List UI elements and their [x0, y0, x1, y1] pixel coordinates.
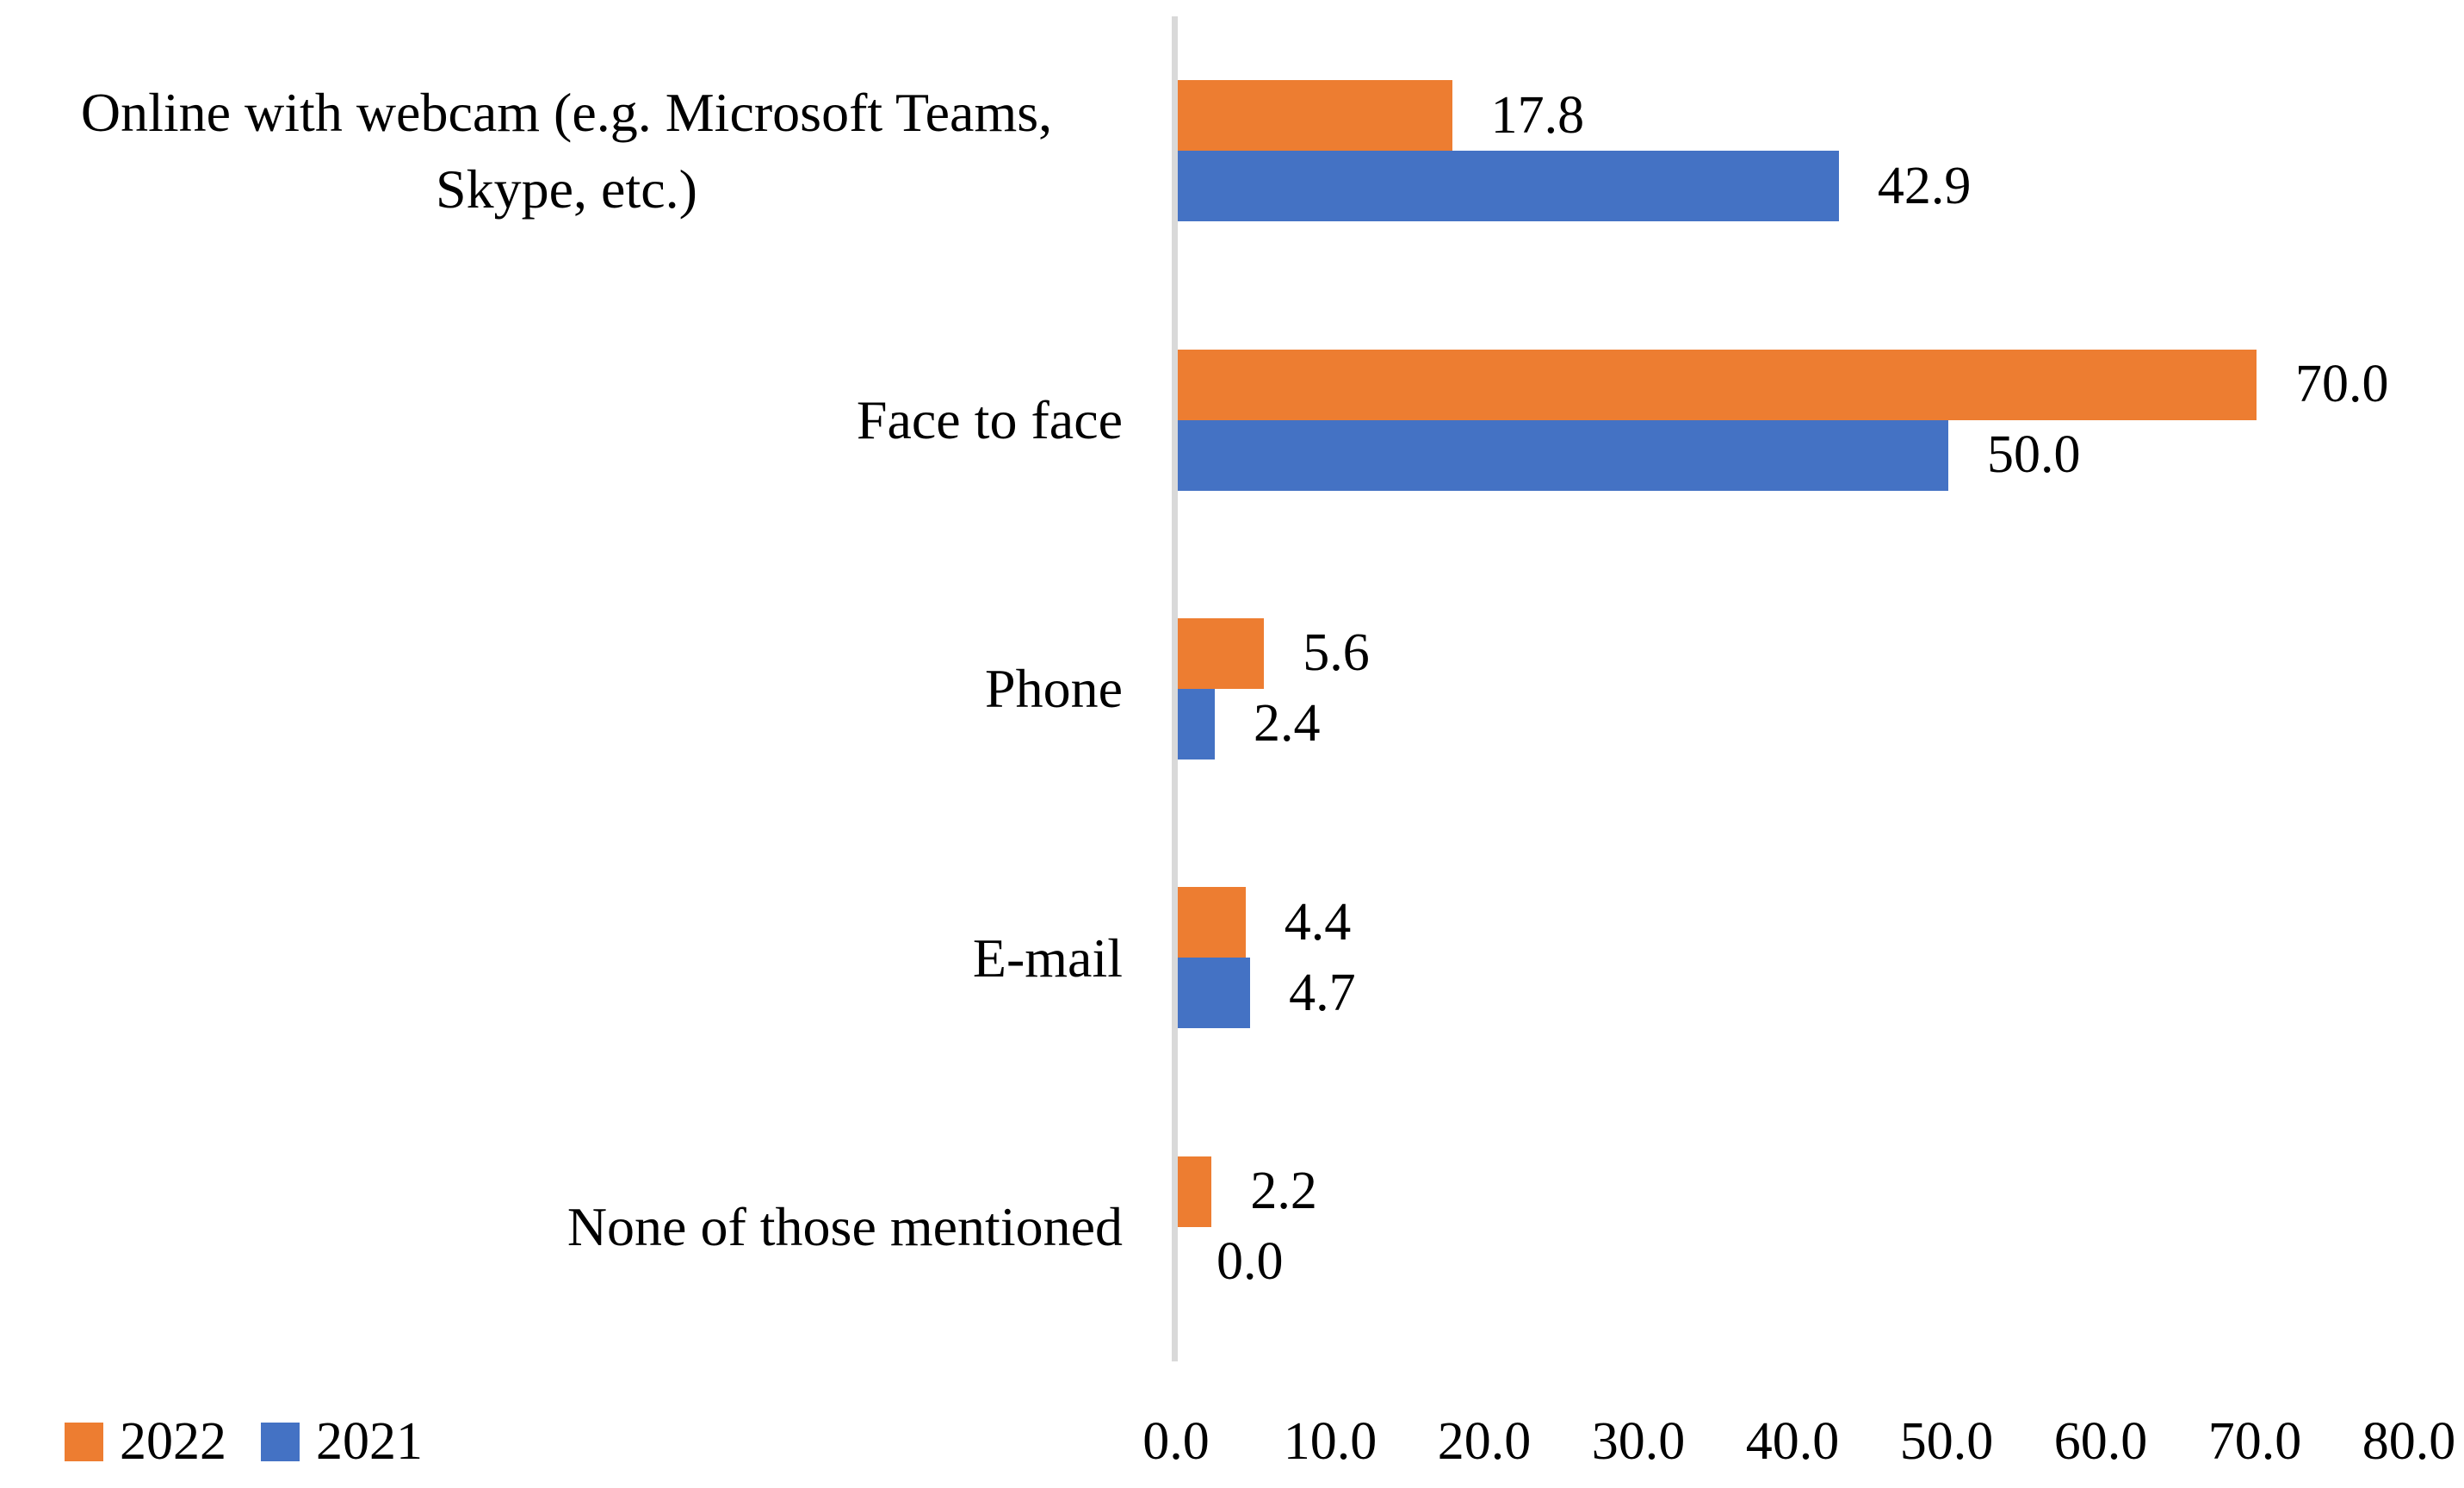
x-tick-label: 60.0: [2053, 1412, 2148, 1471]
bar-2022: [1178, 1156, 1212, 1227]
bar-2022: [1178, 617, 1265, 689]
bar-2022: [1178, 80, 1452, 152]
category-label-text: None of those mentioned: [566, 1195, 1123, 1257]
value-label-2022: 17.8: [1490, 85, 1585, 145]
bar-2021: [1178, 419, 1948, 491]
category-label: Face to face: [0, 285, 1123, 554]
category-label-text: Face to face: [856, 388, 1123, 450]
value-label-2022: 5.6: [1303, 623, 1370, 683]
category-row: Online with webcam (e.g. Microsoft Teams…: [0, 16, 2464, 285]
value-label-2021: 50.0: [1987, 425, 2081, 485]
legend-label: 2021: [316, 1411, 423, 1471]
legend-swatch-icon: [65, 1422, 103, 1461]
legend-item-2021: 2021: [261, 1411, 423, 1472]
x-tick-label: 20.0: [1437, 1412, 1532, 1471]
bar-2021: [1178, 688, 1215, 760]
value-label-2022: 70.0: [2295, 355, 2389, 414]
value-label-2021: 4.7: [1289, 963, 1356, 1022]
x-tick-label: 0.0: [1142, 1412, 1210, 1471]
x-tick-label: 50.0: [1899, 1412, 1994, 1471]
category-row: Phone 5.6 2.4: [0, 555, 2464, 823]
category-label: E-mail: [0, 823, 1123, 1092]
y-axis-line: [1172, 16, 1178, 1361]
value-label-2021: 0.0: [1217, 1232, 1284, 1292]
legend-item-2022: 2022: [65, 1411, 226, 1472]
legend: 2022 2021: [65, 1410, 423, 1472]
category-label-text: Online with webcam (e.g. Microsoft Teams…: [80, 81, 1053, 220]
category-row: E-mail 4.4 4.7: [0, 823, 2464, 1092]
bar-2022: [1178, 887, 1246, 958]
x-tick-label: 30.0: [1591, 1412, 1686, 1471]
category-label-text: E-mail: [972, 927, 1123, 989]
x-tick-label: 10.0: [1283, 1412, 1377, 1471]
bar-2021: [1178, 958, 1251, 1029]
category-label: Phone: [0, 555, 1123, 823]
value-label-2021: 2.4: [1253, 694, 1321, 753]
x-axis: 0.0 10.0 20.0 30.0 40.0 50.0 60.0 70.0 80.0: [0, 1410, 2464, 1472]
legend-label: 2022: [120, 1411, 226, 1471]
legend-swatch-icon: [261, 1422, 300, 1461]
x-tick-label: 70.0: [2207, 1412, 2302, 1471]
x-tick-label: 80.0: [2362, 1412, 2456, 1471]
value-label-2021: 42.9: [1877, 156, 1972, 215]
category-label-text: Phone: [985, 658, 1123, 720]
value-label-2022: 4.4: [1284, 892, 1352, 952]
value-label-2022: 2.2: [1250, 1162, 1317, 1221]
x-tick-label: 40.0: [1745, 1412, 1840, 1471]
category-label: Online with webcam (e.g. Microsoft Teams…: [0, 16, 1123, 285]
category-row: Face to face 70.0 50.0: [0, 285, 2464, 554]
category-row: None of those mentioned 2.2 0.0: [0, 1093, 2464, 1361]
bar-2022: [1178, 349, 2257, 420]
bar-2021: [1178, 151, 1839, 222]
category-label: None of those mentioned: [0, 1093, 1123, 1361]
